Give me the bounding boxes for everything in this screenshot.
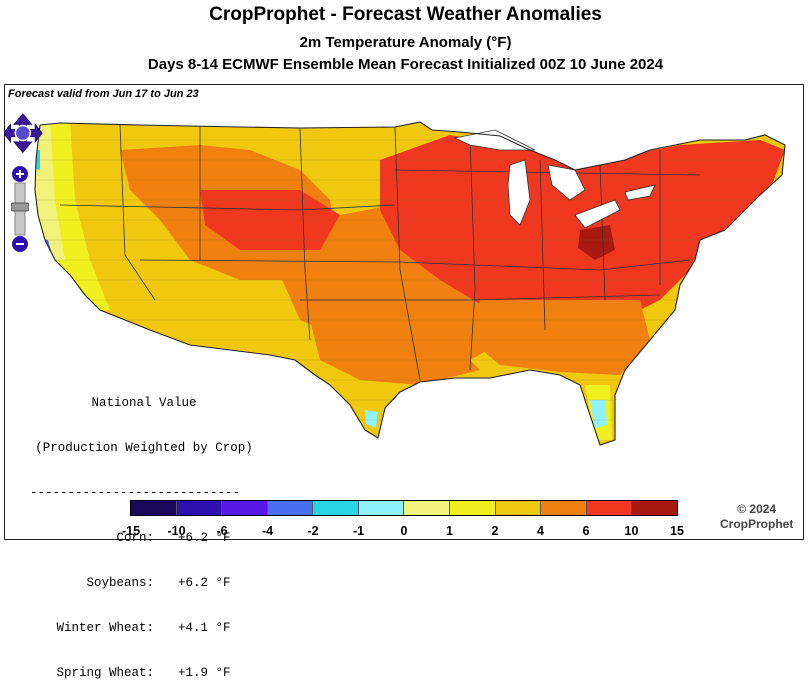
anomaly-map[interactable] [0,0,811,544]
national-divider: ---------------------------- [30,486,241,500]
legend-tick-label: 2 [491,524,499,538]
legend-tick-label: -4 [261,524,274,538]
copyright-brand: CropProphet [720,517,794,531]
crop-name: Winter Wheat: [56,621,154,635]
legend-tick-label: 1 [446,524,453,538]
legend-tick-label: 15 [670,524,684,538]
zoom-slider[interactable] [10,165,30,255]
page-title: CropProphet - Forecast Weather Anomalies [209,4,602,25]
national-heading: National Value [91,396,197,410]
legend-tick-label: -15 [121,524,141,538]
color-legend: -15 -10 -6 -4 -2 -1 0 1 2 4 6 10 15 [122,500,684,538]
legend-tick-label: -6 [216,524,228,538]
national-row-corn: Corn: +6.2 °F [30,531,258,546]
crop-value: +1.9 °F [178,666,231,680]
crop-name: Soybeans: [86,576,154,590]
copyright: © 2024 CropProphet [720,502,793,532]
four-way-arrow-icon[interactable] [4,112,44,162]
crop-name: Spring Wheat: [56,666,154,680]
legend-swatch [450,501,496,515]
legend-swatch [313,501,359,515]
national-row-spring-wheat: Spring Wheat: +1.9 °F [30,666,258,681]
national-row-soybeans: Soybeans: +6.2 °F [30,576,258,591]
crop-value: +6.2 °F [178,576,231,590]
legend-swatch [131,501,177,515]
crop-value: +4.1 °F [178,621,231,635]
variable-subtitle: 2m Temperature Anomaly (°F) [299,34,512,51]
national-row-winter-wheat: Winter Wheat: +4.1 °F [30,621,258,636]
legend-tick-label: 6 [582,524,590,538]
legend-swatch [541,501,587,515]
legend-swatch [358,501,405,515]
great-lakes [453,129,656,229]
crop-value: +6.2 °F [178,531,231,545]
state-boundaries [59,124,701,381]
legend-tick-label: -1 [352,524,365,538]
legend-color-bar [130,500,678,516]
legend-tick-label: -2 [307,524,319,538]
legend-swatch [632,501,677,515]
legend-tick-label: -10 [167,524,186,538]
legend-swatch [222,501,268,515]
legend-tick-label: 10 [624,524,639,538]
legend-tick-label: 0 [400,524,408,538]
legend-swatch [586,501,633,515]
legend-swatch [404,501,451,515]
national-subheading: (Production Weighted by Crop) [35,441,253,455]
legend-swatch [495,501,542,515]
legend-swatch [176,501,223,515]
forecast-valid-label: Forecast valid from Jun 17 to Jun 23 [8,88,199,100]
zoom-slider-graphic [10,166,30,252]
legend-swatch [267,501,314,515]
crop-name: Corn: [116,531,154,545]
copyright-year: © 2024 [737,502,777,516]
forecast-subtitle: Days 8-14 ECMWF Ensemble Mean Forecast I… [147,56,664,73]
legend-tick-label: 4 [537,524,544,538]
